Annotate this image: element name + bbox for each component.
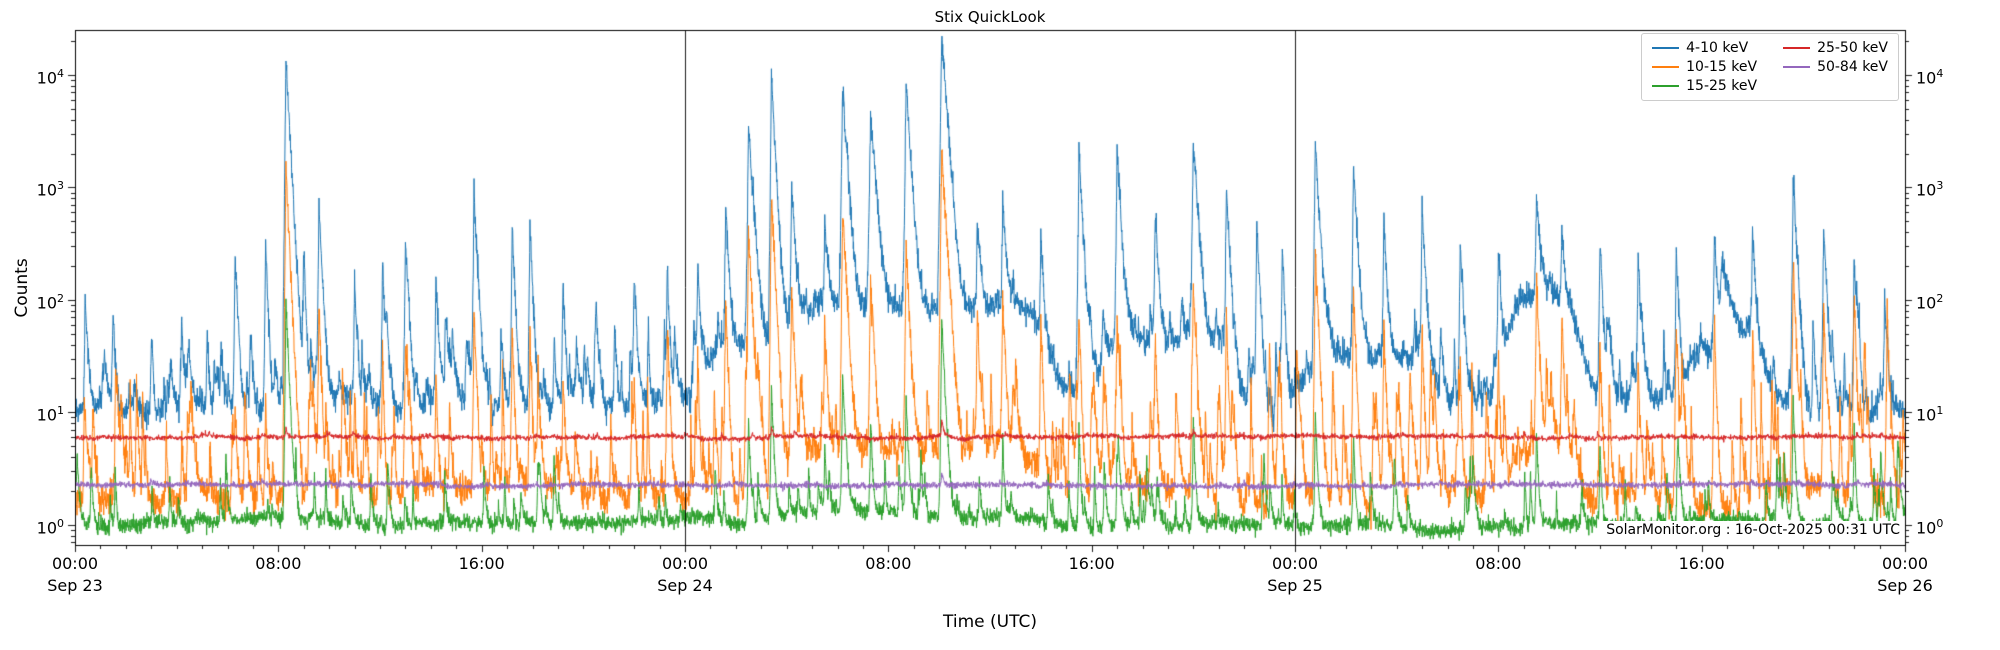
chart-title: Stix QuickLook <box>934 8 1046 26</box>
x-tick-label: 08:00 <box>255 554 302 573</box>
y-tick-label-left: 103 <box>36 179 64 200</box>
legend-line-swatch <box>1652 47 1680 49</box>
legend-label: 25-50 keV <box>1817 40 1888 56</box>
x-tick-label: 00:00 <box>661 554 709 573</box>
legend-grid: 4-10 keV 10-15 keV 15-25 keV 25-50 keV 50-84… <box>1652 40 1888 94</box>
x-tick-label: 08:00 <box>865 554 912 573</box>
legend-line-swatch <box>1652 66 1680 68</box>
legend-label: 4-10 keV <box>1686 40 1749 56</box>
legend-line-swatch <box>1783 47 1811 49</box>
x-tick-label: 00:00 <box>1881 554 1929 573</box>
legend-label: 10-15 keV <box>1686 59 1758 75</box>
y-tick-label-right: 104 <box>1916 66 1944 88</box>
legend-entry: 4-10 keV <box>1652 40 1757 56</box>
legend-entry: 50-84 keV <box>1783 59 1888 75</box>
x-tick-label: 08:00 <box>1475 554 1522 573</box>
legend-label: 15-25 keV <box>1686 78 1758 94</box>
y-tick-label-left: 104 <box>36 66 64 88</box>
watermark-text: SolarMonitor.org : 16-Oct-2025 00:31 UTC <box>1603 521 1903 540</box>
y-tick-label-right: 102 <box>1916 291 1944 313</box>
legend-label: 50-84 keV <box>1817 59 1888 75</box>
legend-line-swatch <box>1783 66 1811 68</box>
legend-line-swatch <box>1652 85 1680 87</box>
x-date-label: Sep 23 <box>47 576 103 595</box>
y-tick-label-right: 101 <box>1916 404 1944 425</box>
legend-entry: 15-25 keV <box>1652 78 1757 94</box>
y-tick-label-left: 102 <box>36 291 64 313</box>
y-tick-label-right: 103 <box>1916 179 1944 200</box>
x-tick-label: 16:00 <box>458 554 505 573</box>
x-axis-label: Time (UTC) <box>943 612 1037 632</box>
x-date-label: Sep 25 <box>1267 576 1323 595</box>
x-tick-label: 16:00 <box>1678 554 1725 573</box>
x-tick-label: 16:00 <box>1068 554 1115 573</box>
x-tick-label: 00:00 <box>1271 554 1319 573</box>
x-tick-label: 00:00 <box>51 554 99 573</box>
y-tick-label-right: 100 <box>1916 516 1944 538</box>
x-date-label: Sep 26 <box>1877 576 1933 595</box>
legend-entry: 25-50 keV <box>1783 40 1888 56</box>
legend-entry: 10-15 keV <box>1652 59 1757 75</box>
x-date-label: Sep 24 <box>657 576 713 595</box>
y-tick-label-left: 101 <box>36 404 64 425</box>
legend: 4-10 keV 10-15 keV 15-25 keV 25-50 keV 50-84… <box>1641 33 1899 101</box>
y-tick-label-left: 100 <box>36 516 64 538</box>
